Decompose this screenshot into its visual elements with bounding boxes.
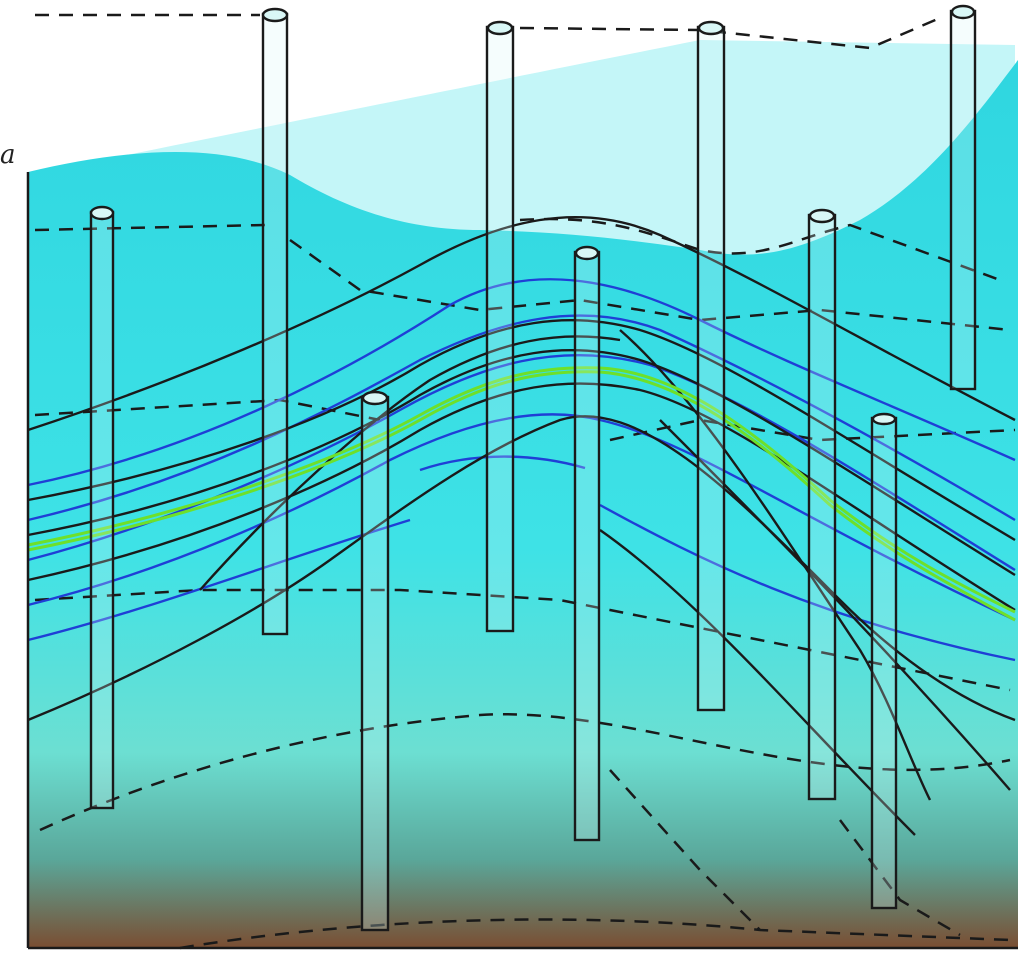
well-3 — [360, 390, 390, 932]
well-9 — [949, 4, 977, 391]
well-4 — [485, 20, 515, 633]
main-water-body — [28, 60, 1018, 948]
corner-label: a — [0, 140, 16, 170]
wells — [89, 4, 977, 932]
well-1 — [89, 205, 115, 810]
well-8 — [870, 412, 898, 910]
well-5 — [573, 245, 601, 842]
well-6 — [696, 20, 726, 712]
well-7 — [807, 208, 837, 801]
green-marker-horizon — [27, 366, 1016, 622]
section-frame — [26, 172, 1018, 950]
well-2 — [261, 7, 289, 636]
